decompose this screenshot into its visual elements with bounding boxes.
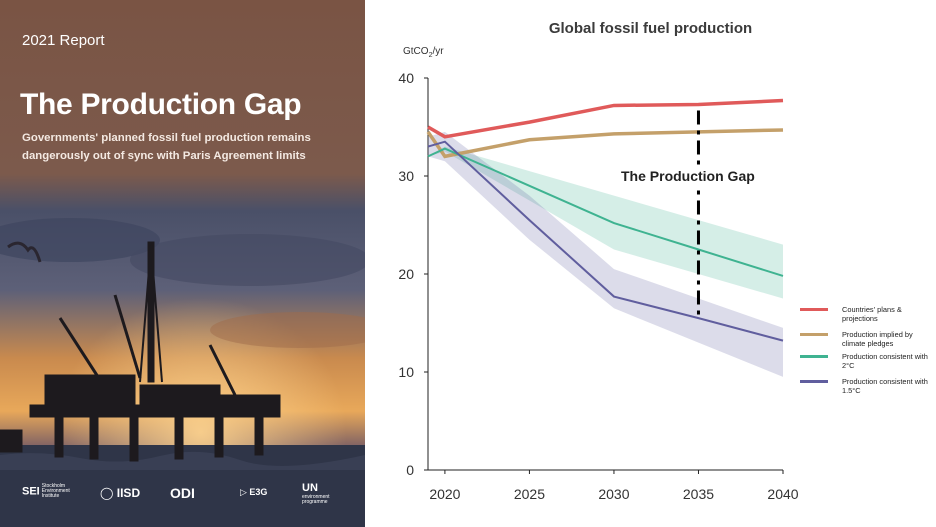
legend-swatch <box>800 333 828 336</box>
report-year: 2021 Report <box>22 32 105 49</box>
logo-odi: ODI <box>170 485 195 501</box>
logo-e3g: ▷ E3G <box>240 487 268 497</box>
x-tick-label: 2020 <box>429 486 460 502</box>
y-tick-label: 10 <box>398 364 414 380</box>
report-subtitle: Governments' planned fossil fuel product… <box>22 132 311 162</box>
y-tick-label: 30 <box>398 168 414 184</box>
series-line-1 <box>426 128 784 159</box>
logo-iisd-name: IISD <box>116 486 141 500</box>
x-tick-label: 2030 <box>598 486 629 502</box>
legend-swatch <box>800 355 828 358</box>
production-gap-annotation: The Production Gap <box>617 166 759 186</box>
y-tick-label: 0 <box>406 462 414 478</box>
legend-label: Production consistent with 2°C <box>842 352 928 370</box>
chart-panel: Global fossil fuel production GtCO2/yr 0… <box>365 0 936 527</box>
logo-sei: SEI Stockholm Environment Institute <box>22 484 72 499</box>
series-band-2 <box>428 146 783 299</box>
logo-e3g-name: E3G <box>249 487 268 497</box>
logo-unep: UN environment programme <box>302 482 336 506</box>
x-tick-label: 2035 <box>683 486 714 502</box>
legend-swatch <box>800 380 828 383</box>
legend-label: Countries' plans & projections <box>842 305 902 323</box>
logo-sei-detail: Stockholm Environment Institute <box>41 483 70 499</box>
logo-iisd: ◯ IISD <box>100 486 141 500</box>
series-line-2 <box>427 147 784 277</box>
y-axis-label: GtCO2/yr <box>403 46 444 59</box>
logo-sei-name: SEI <box>22 485 40 498</box>
logo-unep-name: UN <box>302 482 318 494</box>
logo-odi-name: ODI <box>170 485 195 501</box>
partner-logos: SEI Stockholm Environment Institute ◯ IIS… <box>0 482 365 506</box>
y-tick-label: 40 <box>398 70 414 86</box>
y-tick-label: 20 <box>398 266 414 282</box>
series-line-3 <box>427 140 784 342</box>
legend-label: Production consistent with 1.5°C <box>842 377 928 395</box>
report-cover: 2021 Report The Production Gap Governmen… <box>0 0 365 527</box>
cover-illustration <box>0 0 365 527</box>
legend-label: Production implied by climate pledges <box>842 330 913 348</box>
series-line-0 <box>427 98 784 139</box>
chart-title: Global fossil fuel production <box>548 20 753 37</box>
x-tick-label: 2025 <box>514 486 545 502</box>
series-band-3 <box>428 131 783 377</box>
report-title: The Production Gap <box>20 88 302 121</box>
logo-unep-detail: environment programme <box>302 494 330 506</box>
legend-swatch <box>800 308 828 311</box>
x-tick-label: 2040 <box>767 486 798 502</box>
